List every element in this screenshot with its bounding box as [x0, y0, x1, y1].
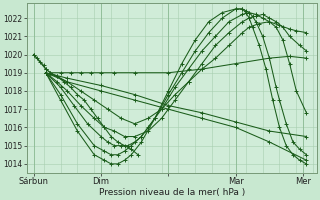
X-axis label: Pression niveau de la mer( hPa ): Pression niveau de la mer( hPa )	[99, 188, 245, 197]
